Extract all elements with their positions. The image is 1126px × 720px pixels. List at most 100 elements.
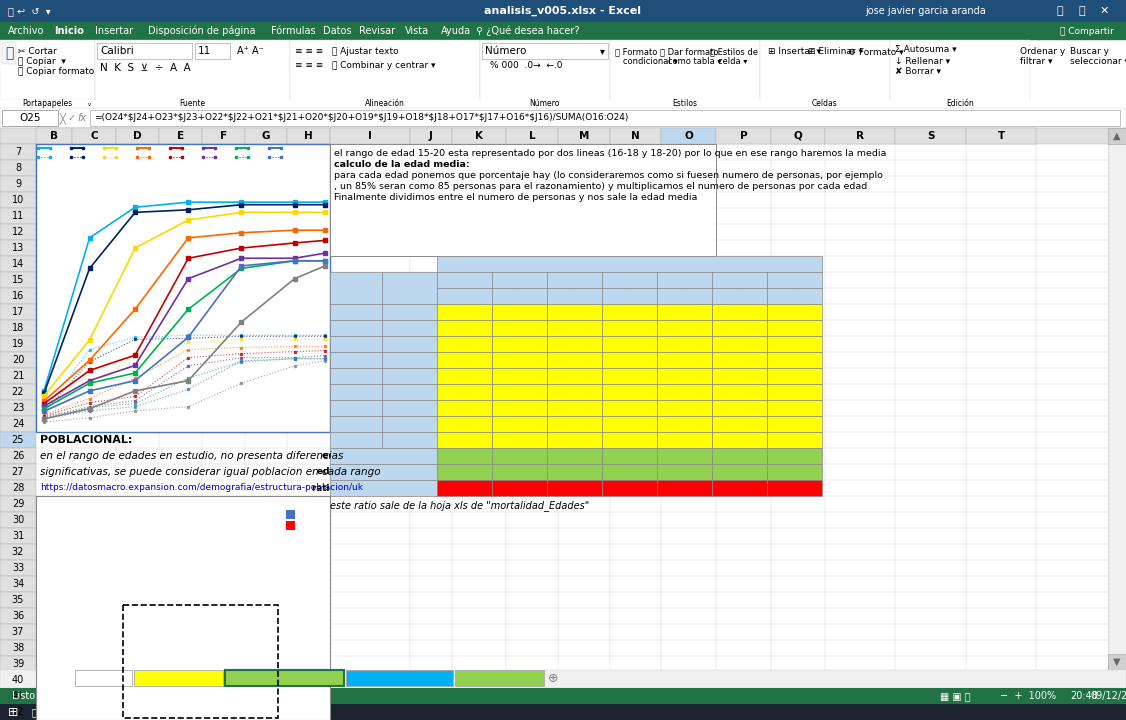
Text: 70-74 años: 70-74 años: [41, 571, 79, 577]
Text: semana: semana: [606, 259, 654, 269]
Text: 5: 5: [792, 419, 798, 429]
Bar: [1108, 654, 1126, 670]
Bar: [202, 128, 245, 144]
Text: 50-54 años: 50-54 años: [41, 621, 79, 627]
Text: 37: 37: [787, 467, 802, 477]
Text: celda ▾: celda ▾: [711, 56, 748, 66]
Text: 12: 12: [788, 323, 801, 333]
Text: 40: 40: [12, 675, 24, 685]
Bar: [492, 480, 547, 496]
Bar: [245, 128, 287, 144]
Text: edad_vacunacion: edad_vacunacion: [357, 672, 443, 683]
Bar: [767, 384, 822, 400]
Text: 8: 8: [15, 163, 21, 173]
Bar: [0, 670, 1126, 688]
Text: POBLACIONAL:: POBLACIONAL:: [41, 435, 133, 445]
Text: 7: 7: [792, 387, 798, 397]
Text: 65: 65: [623, 371, 636, 381]
Text: vacunados: vacunados: [717, 294, 761, 304]
Text: vacunados: vacunados: [663, 294, 706, 304]
Text: 80 e.T: 80 e.T: [217, 145, 236, 150]
Text: en el rango de edades en estudio, no presenta diferencias: en el rango de edades en estudio, no pre…: [41, 451, 343, 461]
Bar: [0, 384, 36, 400]
Bar: [712, 448, 767, 464]
Text: J: J: [429, 131, 432, 141]
Text: ⊕: ⊕: [548, 672, 558, 685]
Text: ╳: ╳: [59, 112, 65, 124]
Bar: [547, 464, 602, 480]
Text: vacunados: vacunados: [498, 294, 542, 304]
Text: 34: 34: [732, 467, 747, 477]
Bar: [0, 128, 1126, 144]
Bar: [134, 670, 223, 686]
Text: INTRODUCCION: INTRODUCCION: [141, 673, 217, 683]
Text: 41: 41: [12, 691, 24, 701]
Text: Estilos: Estilos: [672, 99, 697, 109]
Text: 20: 20: [678, 403, 691, 413]
Text: 76: 76: [458, 355, 471, 365]
Text: 57: 57: [512, 435, 526, 445]
Text: 46: 46: [732, 451, 747, 461]
Bar: [712, 368, 767, 384]
Bar: [602, 416, 656, 432]
Text: O: O: [685, 131, 692, 141]
Text: 34: 34: [12, 579, 24, 589]
Bar: [75, 670, 133, 686]
Text: 9: 9: [792, 355, 798, 365]
Text: −  +  100%: − + 100%: [1000, 691, 1056, 701]
Text: 80: 80: [623, 339, 636, 349]
Text: 75 e.T: 75 e.T: [184, 145, 204, 150]
Text: ⊞: ⊞: [8, 706, 18, 719]
Text: %: %: [461, 287, 468, 297]
Bar: [712, 336, 767, 352]
Text: 83: 83: [678, 323, 691, 333]
Text: 80-84 años: 80-84 años: [41, 546, 79, 552]
Text: T: T: [998, 131, 1004, 141]
Bar: [437, 256, 822, 272]
Text: 42: 42: [11, 707, 24, 717]
Text: 39: 39: [457, 451, 472, 461]
Bar: [712, 272, 767, 288]
Text: vacunados: vacunados: [443, 294, 486, 304]
Bar: [36, 496, 330, 720]
Text: %: %: [516, 287, 524, 297]
Text: 22,5: 22,5: [397, 419, 421, 429]
Text: 12: 12: [11, 227, 24, 237]
Bar: [0, 108, 1126, 109]
Text: 83: 83: [568, 339, 581, 349]
Text: 85: 85: [678, 307, 691, 317]
Text: 39: 39: [12, 659, 24, 669]
Text: ▾: ▾: [600, 46, 605, 56]
Text: 25-29 años: 25-29 años: [41, 684, 79, 690]
Bar: [492, 368, 547, 384]
Text: 09/12/2021: 09/12/2021: [1090, 691, 1126, 701]
Text: 2,39: 2,39: [617, 483, 642, 493]
Text: ▦ ▣ 🔲: ▦ ▣ 🔲: [940, 691, 971, 701]
Bar: [0, 100, 1126, 108]
Text: 45-50: 45-50: [341, 339, 372, 349]
Text: edad media no vacunados: edad media no vacunados: [318, 467, 449, 477]
Text: Revisar: Revisar: [358, 26, 394, 36]
Bar: [36, 144, 330, 432]
Bar: [656, 272, 712, 288]
Text: 60 e.T: 60 e.T: [84, 145, 105, 150]
Text: ↓ Rellenar ▾: ↓ Rellenar ▾: [895, 56, 950, 66]
Text: , un 85% seran como 85 personas para el razonamiento) y multiplicamos el numero : , un 85% seran como 85 personas para el …: [334, 182, 867, 191]
Text: Q: Q: [794, 131, 803, 141]
Text: 🧡: 🧡: [101, 707, 107, 717]
Text: 39: 39: [512, 451, 527, 461]
Text: O25: O25: [19, 113, 41, 123]
Text: K: K: [475, 131, 483, 141]
Text: vacunados: vacunados: [553, 294, 597, 304]
Bar: [2, 110, 59, 126]
Text: 52,5: 52,5: [397, 323, 421, 333]
Text: 75: 75: [568, 355, 581, 365]
Text: Datos: Datos: [323, 26, 351, 36]
Bar: [656, 368, 712, 384]
Bar: [0, 368, 36, 384]
Bar: [825, 128, 895, 144]
Bar: [656, 448, 712, 464]
Text: 30-34 años: 30-34 años: [41, 671, 79, 677]
Text: 37: 37: [11, 627, 24, 637]
Bar: [482, 43, 608, 59]
